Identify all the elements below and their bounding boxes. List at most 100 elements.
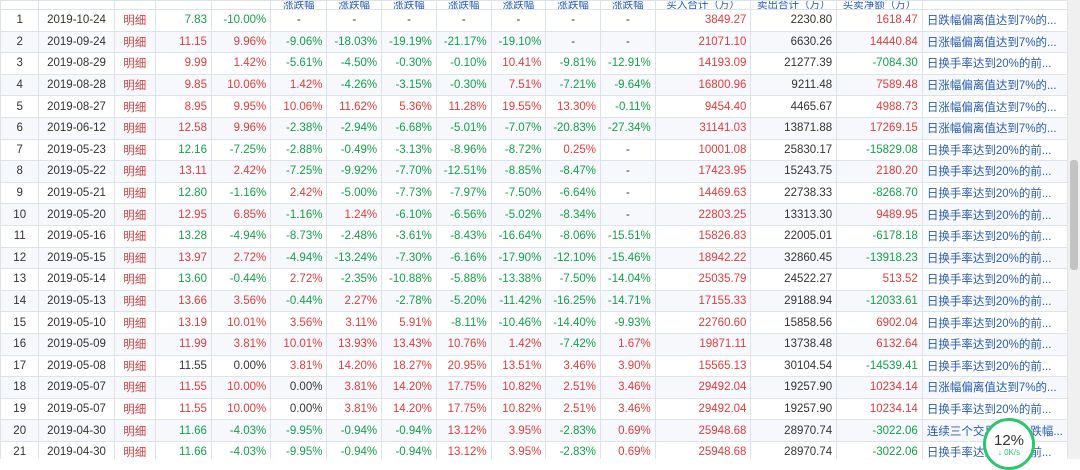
table-row[interactable]: 13 2019-05-14 明细 13.60 -0.44% 2.72% -2.35% -10.… [0,268,1068,291]
row-index: 7 [0,138,40,162]
buy-total: 16800.96 [654,73,752,97]
detail-link[interactable]: 明细 [113,289,156,313]
table-row[interactable]: 1 2019-10-24 明细 7.83 -10.00% - - - - - - -3849.27 22… [0,9,1068,32]
table-row[interactable]: 12 2019-05-15 明细 13.97 2.72% -4.94% -13.24% -7.… [0,246,1068,270]
listing-reason[interactable]: 日换手率达到20%的前... [921,224,1068,248]
listing-reason[interactable]: 日换手率达到20%的前... [921,332,1068,356]
vertical-scrollbar[interactable] [1067,0,1080,459]
period-change: 10.82% [490,376,547,399]
table-row[interactable]: 15 2019-05-10 明细 13.19 10.01% 3.56% 3.11% 5.91%… [0,311,1068,334]
table-row[interactable]: 5 2019-08-27 明细 8.95 9.95% 10.06% 11.62% 5.36% 1… [0,95,1068,118]
period-change: 3.81% [326,397,383,421]
detail-link[interactable]: 明细 [113,9,156,32]
net-amount: 17269.15 [836,116,923,140]
detail-link[interactable]: 明细 [113,138,156,162]
table-row[interactable]: 7 2019-05-23 明细 12.16 -7.25% -2.88% -0.49% -3.1… [0,138,1068,162]
column-header-11[interactable]: 涨跌幅 [600,0,656,10]
listing-reason[interactable]: 日换手率达到20%的前... [921,181,1068,205]
table-row[interactable]: 2 2019-09-24 明细 11.15 9.96% -9.06% -18.03% -19.… [0,30,1068,54]
detail-link[interactable]: 明细 [113,160,156,183]
detail-link[interactable]: 明细 [113,376,156,399]
detail-link[interactable]: 明细 [113,224,156,248]
listing-reason[interactable]: 日换手率达到20%的前... [921,203,1068,226]
table-row[interactable]: 21 2019-04-30 明细 11.66 -4.03% -9.95% -0.94% -0.… [0,440,1068,459]
table-row[interactable]: 10 2019-05-20 明细 12.95 6.85% -1.16% 1.24% -6.10… [0,203,1068,226]
column-header-8[interactable]: 涨跌幅 [435,0,492,10]
table-row[interactable]: 6 2019-06-12 明细 12.58 9.96% -2.38% -2.94% -6.68… [0,116,1068,140]
column-header-13[interactable]: 卖出合计（万） [750,0,838,10]
table-row[interactable]: 17 2019-05-08 明细 11.55 0.00% 3.81% 14.20% 18.27… [0,354,1068,378]
table-row[interactable]: 19 2019-05-07 明细 11.55 10.00% 0.00% 3.81% 14.20… [0,397,1068,421]
period-change: 3.46% [600,397,656,421]
column-header-5[interactable]: 涨跌幅 [270,0,328,10]
period-change: -0.49% [326,138,383,162]
listing-reason[interactable]: 日换手率达到20%的前... [921,246,1068,270]
listing-reason[interactable]: 日跌幅偏离值达到7%的... [921,9,1068,32]
detail-link[interactable]: 明细 [113,397,156,421]
listing-reason[interactable]: 日换手率达到20%的前... [921,289,1068,313]
period-change: 3.56% [270,311,328,334]
net-amount: -7084.30 [836,52,923,75]
period-change: -2.48% [326,224,383,248]
listing-reason[interactable]: 日换手率达到20%的前... [921,268,1068,291]
network-speed-badge[interactable]: 12% ↓ 0K/s [983,418,1035,470]
table-row[interactable]: 16 2019-05-09 明细 11.99 3.81% 10.01% 13.93% 13.4… [0,332,1068,356]
column-header-12[interactable]: 买入合计（万） [654,0,752,10]
column-header-7[interactable]: 涨跌幅 [381,0,437,10]
detail-link[interactable]: 明细 [113,332,156,356]
detail-link[interactable]: 明细 [113,419,156,442]
period-change: 11.28% [435,95,492,118]
listing-reason[interactable]: 日涨幅偏离值达到7%的... [921,376,1068,399]
row-index: 5 [0,95,40,118]
table-row[interactable]: 4 2019-08-28 明细 9.85 10.06% 1.42% -4.26% -3.15%… [0,73,1068,97]
table-row[interactable]: 8 2019-05-22 明细 13.11 2.42% -7.25% -9.92% -7.70… [0,160,1068,183]
table-row[interactable]: 20 2019-04-30 明细 11.66 -4.03% -9.95% -0.94% -0.… [0,419,1068,442]
detail-link[interactable]: 明细 [113,73,156,97]
table-row[interactable]: 18 2019-05-07 明细 11.55 10.00% 0.00% 3.81% 14.20… [0,376,1068,399]
detail-link[interactable]: 明细 [113,181,156,205]
period-change: -7.70% [381,160,437,183]
period-change: 0.25% [545,138,602,162]
listing-reason[interactable]: 日换手率达到20%的前... [921,354,1068,378]
listing-reason[interactable]: 日换手率达到20%的前... [921,138,1068,162]
period-change: -19.19% [381,30,437,54]
period-change: -0.94% [326,440,383,459]
change-percent: -4.94% [210,224,272,248]
period-change: -21.17% [435,30,492,54]
scrollbar-thumb[interactable] [1070,160,1078,270]
detail-link[interactable]: 明细 [113,52,156,75]
listing-reason[interactable]: 日涨幅偏离值达到7%的... [921,30,1068,54]
listing-reason[interactable]: 日换手率达到20%的前... [921,52,1068,75]
table-row[interactable]: 14 2019-05-13 明细 13.66 3.56% -0.44% 2.27% -2.78… [0,289,1068,313]
detail-link[interactable]: 明细 [113,354,156,378]
detail-link[interactable]: 明细 [113,246,156,270]
detail-link[interactable]: 明细 [113,311,156,334]
sell-total: 4465.67 [750,95,838,118]
buy-total: 22760.60 [654,311,752,334]
net-amount: -14539.41 [836,354,923,378]
detail-link[interactable]: 明细 [113,95,156,118]
detail-link[interactable]: 明细 [113,30,156,54]
period-change: -7.97% [435,181,492,205]
detail-link[interactable]: 明细 [113,268,156,291]
listing-reason[interactable]: 日换手率达到20%的前... [921,397,1068,421]
period-change: -7.21% [545,73,602,97]
period-change: 7.51% [490,73,547,97]
column-header-6[interactable]: 涨跌幅 [326,0,383,10]
table-row[interactable]: 11 2019-05-16 明细 13.28 -4.94% -8.73% -2.48% -3.… [0,224,1068,248]
detail-link[interactable]: 明细 [113,203,156,226]
column-header-14[interactable]: 买卖净额（万） [836,0,923,10]
period-change: -3.61% [381,224,437,248]
detail-link[interactable]: 明细 [113,440,156,459]
column-header-9[interactable]: 涨跌幅 [490,0,547,10]
table-row[interactable]: 3 2019-08-29 明细 9.99 1.42% -5.61% -4.50% -0.30%… [0,52,1068,75]
listing-reason[interactable]: 日涨幅偏离值达到7%的... [921,73,1068,97]
listing-reason[interactable]: 日涨幅偏离值达到7%的... [921,116,1068,140]
detail-link[interactable]: 明细 [113,116,156,140]
table-row[interactable]: 9 2019-05-21 明细 12.80 -1.16% 2.42% -5.00% -7.73… [0,181,1068,205]
listing-reason[interactable]: 日涨幅偏离值达到7%的... [921,95,1068,118]
close-price: 7.83 [154,9,212,32]
listing-reason[interactable]: 日换手率达到20%的前... [921,160,1068,183]
column-header-10[interactable]: 涨跌幅 [545,0,602,10]
listing-reason[interactable]: 日换手率达到20%的前... [921,311,1068,334]
